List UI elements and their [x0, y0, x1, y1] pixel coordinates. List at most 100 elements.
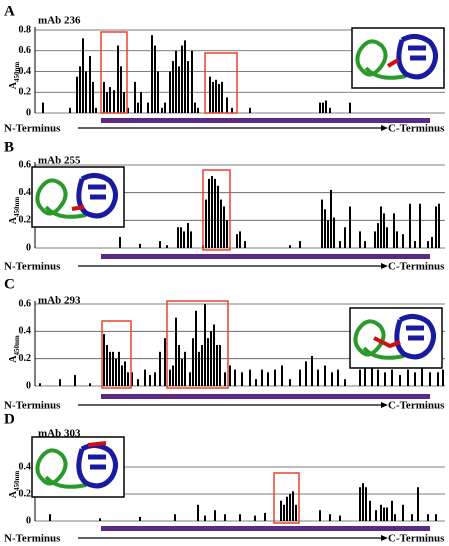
structure-green	[35, 448, 87, 489]
bar	[442, 369, 444, 386]
bar	[181, 358, 183, 386]
y-tick-label: 0.4	[19, 66, 32, 77]
y-axis-label-sub: 450nm	[13, 197, 21, 217]
bar	[159, 241, 161, 248]
n-terminus-label: N-Terminus	[4, 123, 61, 135]
bar	[264, 512, 266, 521]
bar	[184, 40, 186, 113]
y-tick-label: 0.2	[19, 215, 32, 226]
bar	[414, 372, 416, 386]
c-terminus-label: C-Terminus	[388, 400, 445, 412]
bar	[349, 102, 351, 113]
bar	[195, 310, 197, 386]
c-terminus-label: C-Terminus	[388, 123, 445, 135]
bar	[411, 514, 413, 521]
bar	[329, 107, 331, 113]
bar	[289, 245, 291, 248]
bar	[99, 518, 101, 521]
bar	[85, 71, 87, 113]
bar	[184, 351, 186, 386]
chart-title: mAb 236	[38, 15, 81, 27]
bar	[331, 372, 333, 386]
bar	[322, 102, 324, 113]
bar	[414, 241, 416, 248]
bar	[399, 375, 401, 386]
bar	[311, 355, 313, 386]
bar	[127, 107, 129, 113]
bar	[49, 514, 51, 521]
bar	[321, 199, 323, 248]
bar	[154, 45, 156, 113]
c-terminus-label: C-Terminus	[388, 261, 445, 273]
panel-label: D	[4, 411, 15, 427]
sequence-bar	[101, 526, 430, 531]
y-tick-label: 0.4	[19, 187, 32, 198]
highlight-box	[101, 320, 132, 389]
structure-blue	[396, 34, 438, 80]
sequence-bar	[101, 118, 430, 123]
bar	[377, 369, 379, 386]
bar	[121, 365, 123, 386]
bar	[92, 81, 94, 113]
bar	[169, 369, 171, 386]
bar	[437, 372, 439, 386]
chart-title: mAb 293	[38, 295, 81, 307]
bar	[239, 514, 241, 521]
bar	[362, 483, 364, 521]
bar	[254, 515, 256, 521]
bar	[175, 50, 177, 113]
bar	[286, 496, 288, 521]
bar	[140, 92, 142, 113]
bar	[371, 365, 373, 386]
bar	[177, 227, 179, 248]
bar	[112, 351, 114, 386]
bar	[394, 514, 396, 521]
bar	[131, 372, 133, 386]
bar	[319, 102, 321, 113]
bar	[229, 365, 231, 386]
y-axis-label-main: A	[8, 490, 19, 498]
y-tick-label: 0.2	[19, 353, 32, 364]
y-tick-label: 0.6	[19, 159, 32, 170]
bar	[161, 107, 163, 113]
y-axis-label-sub: 450nm	[13, 335, 21, 355]
bar	[289, 494, 291, 521]
bar	[218, 83, 220, 113]
bar	[386, 227, 388, 248]
bar	[364, 358, 366, 386]
y-axis-label-main: A	[8, 355, 19, 363]
highlight-box	[100, 31, 128, 114]
bar	[74, 375, 76, 386]
bar	[267, 372, 269, 386]
bar	[289, 379, 291, 386]
bar	[134, 81, 136, 113]
arrow-head	[381, 125, 388, 131]
bar	[204, 304, 206, 386]
bar	[386, 507, 388, 521]
bar	[109, 351, 111, 386]
bar	[429, 372, 431, 386]
bar	[226, 220, 228, 248]
bar	[157, 71, 159, 113]
bar	[231, 107, 233, 113]
panel-label: A	[4, 3, 15, 19]
bar	[339, 515, 341, 521]
bar	[299, 241, 301, 248]
bar	[106, 345, 108, 386]
bar	[325, 100, 327, 113]
highlight-box	[273, 472, 300, 524]
bar	[189, 372, 191, 386]
bar	[241, 372, 243, 386]
bar	[317, 369, 319, 386]
bar	[172, 365, 174, 386]
structure-epitope	[87, 441, 107, 447]
bar	[109, 87, 111, 113]
bar	[172, 61, 174, 113]
bar	[180, 227, 182, 248]
bar	[191, 50, 193, 113]
bar	[216, 345, 218, 386]
bar	[117, 45, 119, 113]
bar	[95, 107, 97, 113]
bar	[375, 510, 377, 521]
bar	[217, 185, 219, 248]
